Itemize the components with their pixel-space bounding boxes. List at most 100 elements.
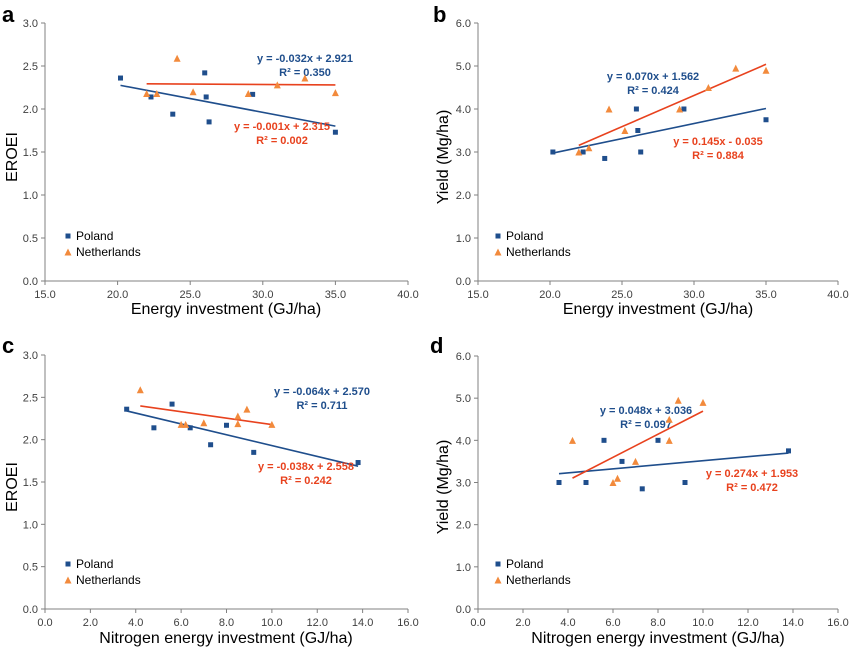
y-tick-label: 0.5 <box>23 233 38 245</box>
x-tick-label: 4.0 <box>560 617 575 629</box>
x-tick-label: 16.0 <box>397 617 418 629</box>
legend-label-poland: Poland <box>76 229 113 243</box>
data-point-poland <box>118 75 124 81</box>
y-tick-label: 4.0 <box>456 104 471 116</box>
data-point-netherlands <box>575 148 583 156</box>
legend-label-poland: Poland <box>506 229 543 243</box>
y-tick-label: 6.0 <box>456 351 471 363</box>
y-tick-label: 2.0 <box>23 435 38 447</box>
x-axis-title: Nitrogen energy investment (GJ/ha) <box>99 630 352 647</box>
data-point-netherlands <box>585 144 593 152</box>
data-point-netherlands <box>273 81 281 89</box>
y-tick-label: 4.0 <box>456 435 471 447</box>
y-axis-title: EROEI <box>4 132 21 182</box>
y-tick-label: 0.0 <box>456 604 471 616</box>
y-tick-label: 2.5 <box>23 61 38 73</box>
panel-label-a: a <box>2 2 15 27</box>
data-point-netherlands <box>153 90 161 98</box>
legend-marker-poland <box>495 233 501 239</box>
data-point-netherlands <box>665 436 673 444</box>
x-tick-label: 20.0 <box>539 289 560 301</box>
equation-poland: y = -0.032x + 2.921 <box>257 53 353 65</box>
equation-netherlands: y = 0.274x + 1.953 <box>706 468 798 480</box>
legend-marker-poland <box>495 561 501 567</box>
x-tick-label: 6.0 <box>605 617 620 629</box>
x-tick-label: 12.0 <box>307 617 328 629</box>
data-point-netherlands <box>143 90 151 98</box>
data-point-poland <box>169 401 175 407</box>
data-point-netherlands <box>569 436 576 444</box>
data-point-poland <box>633 106 639 112</box>
x-tick-label: 10.0 <box>692 617 713 629</box>
data-point-netherlands <box>614 474 621 482</box>
data-point-poland <box>635 128 641 133</box>
data-point-poland <box>355 460 361 466</box>
legend-label-netherlands: Netherlands <box>506 573 571 587</box>
legend-label-poland: Poland <box>506 557 543 571</box>
x-tick-label: 16.0 <box>827 617 848 629</box>
x-tick-label: 2.0 <box>515 617 530 629</box>
data-point-poland <box>550 149 556 155</box>
x-tick-label: 40.0 <box>397 289 418 301</box>
legend-marker-netherlands <box>494 248 502 256</box>
trendline-netherlands <box>140 405 272 426</box>
data-point-netherlands <box>621 127 629 134</box>
data-point-poland <box>639 486 645 492</box>
data-point-netherlands <box>605 105 613 113</box>
x-tick-label: 6.0 <box>173 617 188 629</box>
legend-label-netherlands: Netherlands <box>76 245 141 259</box>
x-tick-label: 0.0 <box>470 617 485 629</box>
y-tick-label: 6.0 <box>456 18 471 30</box>
x-tick-label: 35.0 <box>325 289 346 301</box>
x-tick-label: 30.0 <box>252 289 273 301</box>
y-tick-label: 1.0 <box>23 190 38 202</box>
data-point-poland <box>151 425 157 431</box>
data-point-netherlands <box>136 386 144 394</box>
x-tick-label: 30.0 <box>683 289 704 301</box>
panel-label-c: c <box>2 333 14 358</box>
r-squared-poland: R² = 0.424 <box>627 85 680 97</box>
trendline-netherlands <box>578 63 767 147</box>
data-point-netherlands <box>177 420 185 428</box>
x-axis-title: Energy investment (GJ/ha) <box>131 301 321 318</box>
x-tick-label: 0.0 <box>37 617 52 629</box>
y-tick-label: 3.0 <box>23 18 38 30</box>
x-tick-label: 2.0 <box>83 617 98 629</box>
data-point-poland <box>655 437 661 443</box>
data-point-netherlands <box>676 105 684 113</box>
data-point-netherlands <box>301 74 309 82</box>
y-tick-label: 5.0 <box>456 61 471 73</box>
y-tick-label: 0.0 <box>23 604 38 616</box>
equation-netherlands: y = -0.038x + 2.558 <box>258 461 354 473</box>
panel-label-b: b <box>433 2 446 27</box>
y-tick-label: 1.5 <box>23 147 38 159</box>
data-point-poland <box>681 106 687 112</box>
data-point-poland <box>638 149 644 155</box>
y-tick-label: 1.0 <box>23 519 38 531</box>
r-squared-netherlands: R² = 0.242 <box>280 475 332 487</box>
y-tick-label: 0.0 <box>23 276 38 288</box>
r-squared-netherlands: R² = 0.884 <box>692 150 745 162</box>
data-point-netherlands <box>182 420 190 428</box>
x-axis-title: Nitrogen energy investment (GJ/ha) <box>531 630 784 647</box>
x-tick-label: 8.0 <box>219 617 234 629</box>
x-tick-label: 15.0 <box>34 289 55 301</box>
data-point-poland <box>251 449 257 455</box>
x-tick-label: 20.0 <box>107 289 128 301</box>
legend-label-netherlands: Netherlands <box>76 573 141 587</box>
data-point-poland <box>148 94 154 100</box>
y-tick-label: 1.0 <box>456 562 471 574</box>
data-point-netherlands <box>732 64 740 72</box>
data-point-netherlands <box>704 84 712 91</box>
panel-label-d: d <box>430 333 443 358</box>
data-point-netherlands <box>244 90 252 98</box>
legend-label-netherlands: Netherlands <box>506 245 571 259</box>
y-tick-label: 2.0 <box>456 520 471 532</box>
legend-marker-netherlands <box>64 576 72 584</box>
data-point-poland <box>224 422 229 428</box>
x-tick-label: 10.0 <box>261 617 282 629</box>
y-tick-label: 3.0 <box>23 350 38 362</box>
r-squared-poland: R² = 0.097 <box>620 419 672 431</box>
trendline-poland <box>120 84 336 127</box>
